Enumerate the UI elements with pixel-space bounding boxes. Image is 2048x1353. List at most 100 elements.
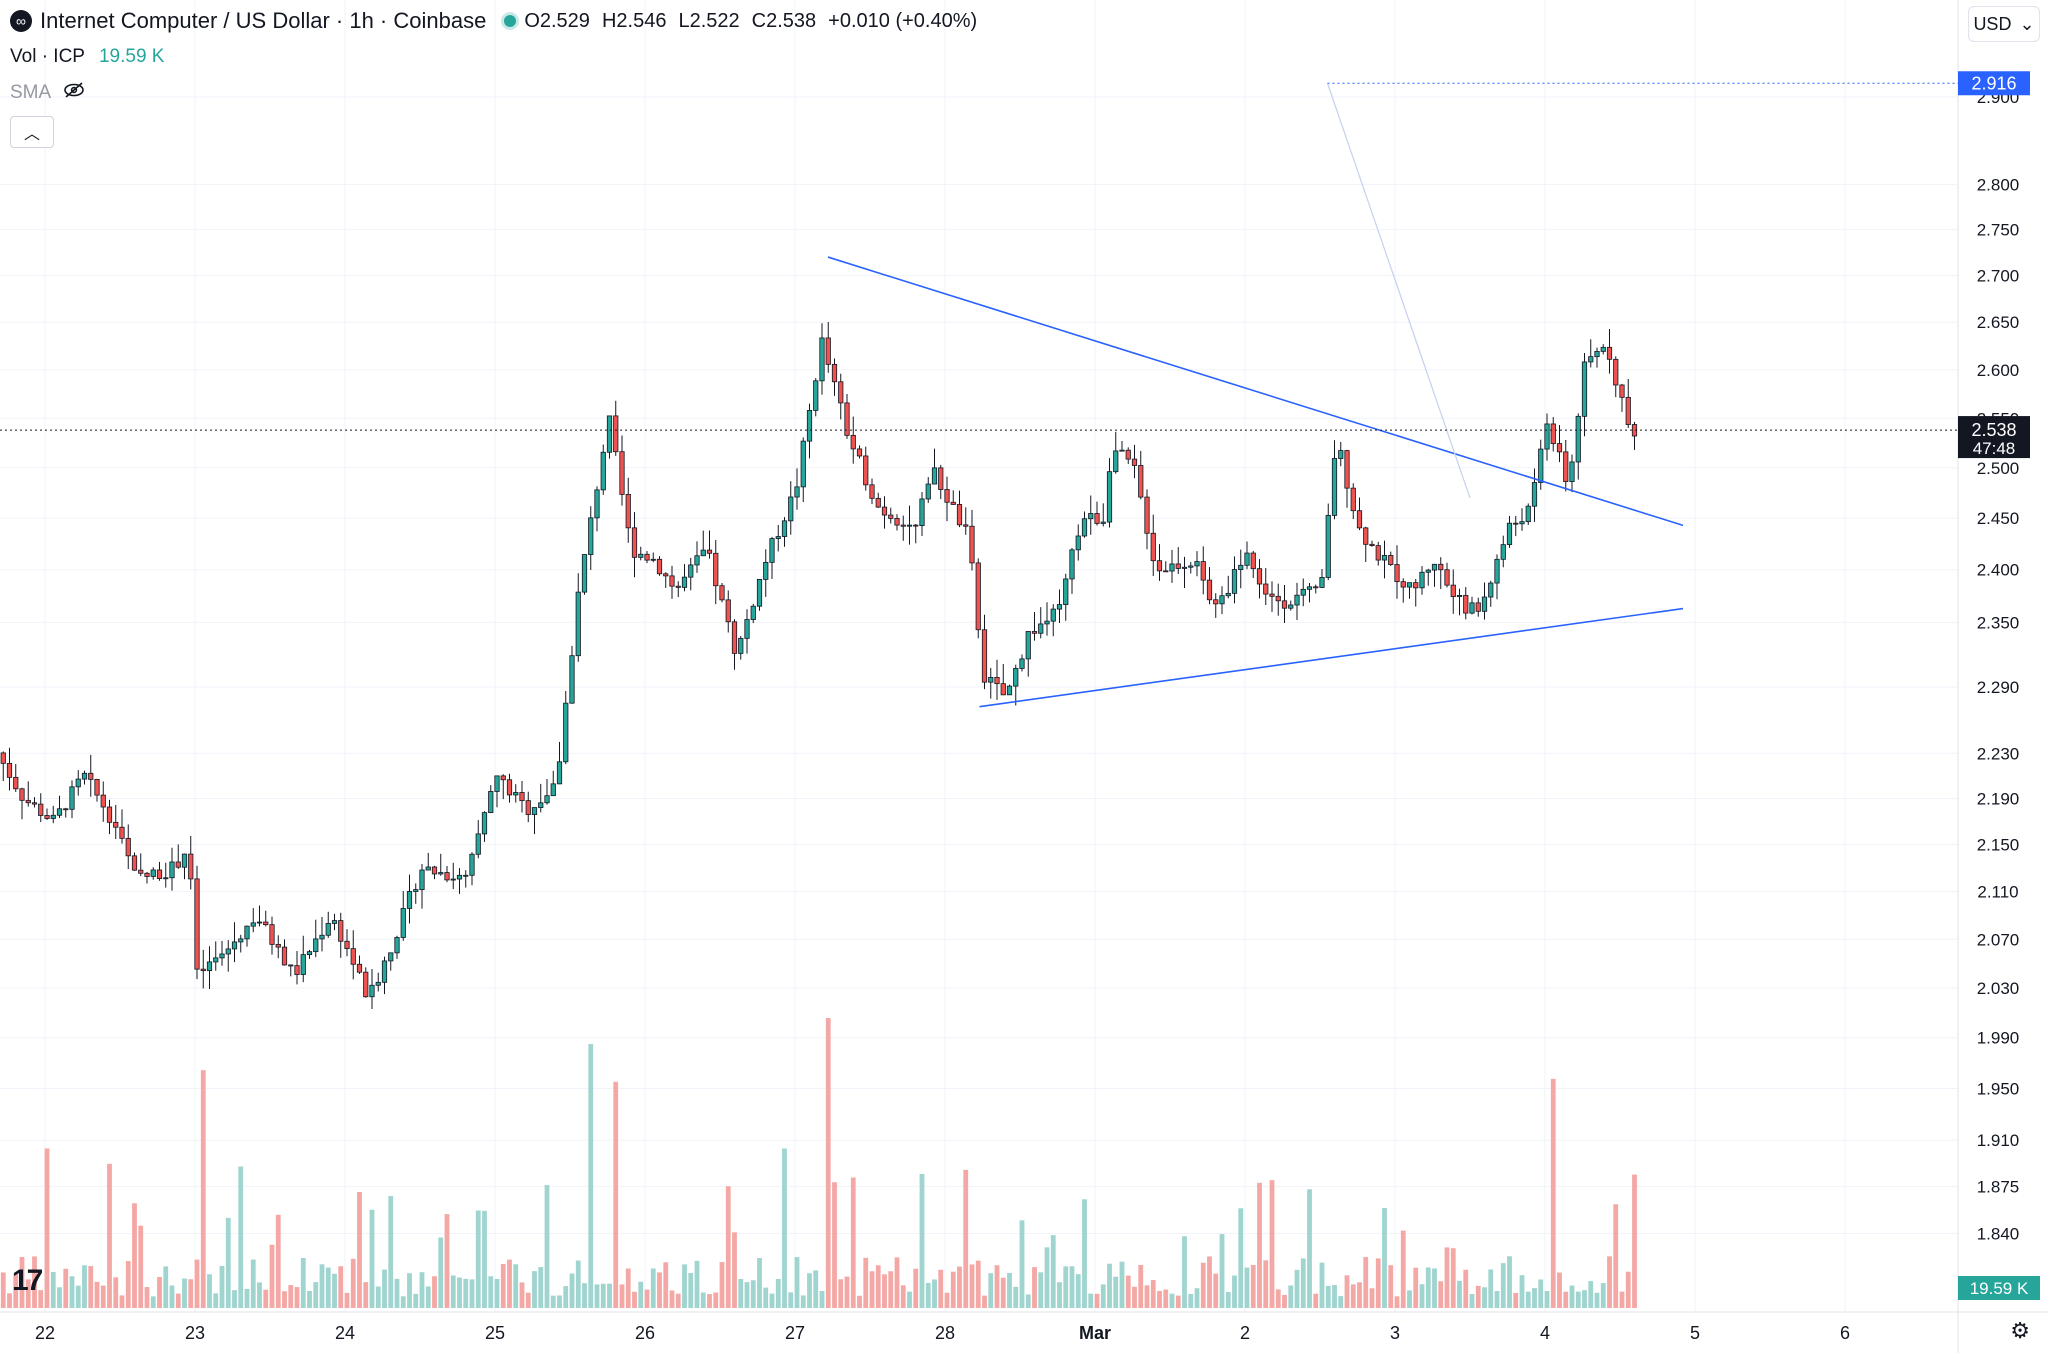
volume-bar: [988, 1273, 994, 1308]
volume-bar: [1150, 1280, 1156, 1308]
volume-bar: [1457, 1280, 1462, 1308]
candle-body: [31, 802, 38, 805]
volume-bar: [325, 1267, 331, 1308]
candle-body: [1125, 449, 1131, 460]
volume-bar: [969, 1264, 975, 1308]
volume-bar: [594, 1284, 600, 1308]
candle-body: [1581, 361, 1588, 417]
candle-body: [925, 483, 931, 500]
volume-bar: [175, 1293, 181, 1308]
candle-body: [1600, 346, 1606, 352]
candle-body: [1444, 569, 1450, 586]
candle-body: [769, 538, 775, 563]
candle-body: [188, 853, 194, 880]
volume-bar: [463, 1278, 469, 1308]
settings-gear-icon[interactable]: ⚙: [2010, 1318, 2030, 1343]
candle-body: [606, 415, 613, 453]
volume-bar: [694, 1260, 700, 1308]
market-status-dot: [504, 15, 517, 27]
volume-bar: [94, 1281, 100, 1308]
volume-bar: [1144, 1285, 1150, 1308]
candle-body: [1563, 451, 1569, 482]
candle-body: [1144, 496, 1150, 534]
volume-bar: [925, 1282, 931, 1308]
sma-legend[interactable]: SMA: [10, 82, 85, 104]
candle-body: [838, 381, 844, 404]
candle-body: [256, 921, 263, 924]
trendline[interactable]: [979, 607, 1684, 708]
candle-body: [313, 938, 319, 953]
candle-body: [763, 561, 769, 580]
candle-body: [19, 788, 25, 801]
volume-bar: [588, 1044, 594, 1308]
candle-body: [1413, 582, 1419, 589]
volume-bar: [1319, 1262, 1325, 1308]
candle-body: [638, 553, 644, 558]
time-tick-label: 27: [785, 1323, 805, 1343]
candle-body: [419, 869, 425, 890]
candle-body: [663, 573, 669, 577]
volume-bar: [794, 1257, 800, 1308]
candle-body: [1450, 584, 1456, 598]
candle-body: [575, 591, 581, 657]
collapse-legend-button[interactable]: ︿: [10, 116, 54, 148]
candle-body: [919, 498, 925, 526]
volume-bar: [1307, 1189, 1312, 1308]
candle-body: [619, 451, 625, 495]
volume-bar: [1044, 1247, 1050, 1308]
volume-bar: [119, 1295, 125, 1308]
volume-bar: [369, 1209, 375, 1308]
trendline[interactable]: [827, 256, 1684, 527]
volume-bar: [932, 1279, 937, 1308]
volume-bar: [82, 1265, 87, 1308]
currency-select[interactable]: USD ⌄: [1968, 6, 2040, 42]
volume-bar: [1444, 1247, 1450, 1308]
candle-body: [1550, 423, 1556, 444]
volume-bar: [800, 1295, 806, 1308]
volume-bar: [157, 1276, 162, 1308]
candle-body: [100, 794, 106, 808]
volume-bar: [357, 1192, 362, 1308]
volume-bar: [457, 1277, 462, 1308]
candle-body: [375, 981, 381, 986]
volume-bar: [813, 1270, 819, 1308]
time-tick-label: 25: [485, 1323, 505, 1343]
volume-bar: [1519, 1275, 1525, 1308]
volume-bar: [1613, 1204, 1619, 1308]
price-tick-label: 2.750: [1977, 221, 2020, 240]
candle-body: [406, 891, 413, 909]
volume-bar: [1594, 1292, 1600, 1308]
volume-legend[interactable]: Vol · ICP 19.59 K: [10, 46, 164, 68]
candle-body: [1475, 602, 1481, 612]
volume-bar: [719, 1262, 725, 1308]
candle-body: [819, 337, 825, 382]
volume-bar: [88, 1266, 94, 1308]
volume-bar: [838, 1279, 844, 1308]
price-tick-label: 2.150: [1977, 836, 2020, 855]
volume-bar: [1107, 1263, 1112, 1308]
candle-body: [369, 984, 375, 998]
candle-body: [1419, 571, 1425, 589]
volume-bar: [525, 1292, 531, 1308]
volume-bar: [750, 1280, 756, 1308]
candle-body: [888, 514, 894, 519]
candle-body: [1269, 593, 1275, 597]
last-price-label: [1958, 416, 2030, 459]
volume-bar: [738, 1278, 744, 1308]
candle-body: [1131, 458, 1138, 466]
volume-bar: [582, 1283, 587, 1308]
candle-body: [1319, 577, 1325, 588]
volume-bar: [113, 1277, 119, 1308]
eye-off-icon[interactable]: [63, 82, 85, 104]
symbol-title[interactable]: Internet Computer / US Dollar · 1h · Coi…: [40, 8, 487, 33]
candle-body: [138, 869, 144, 874]
volume-bar: [957, 1266, 962, 1308]
volume-bar: [1019, 1220, 1025, 1308]
volume-bar: [413, 1293, 419, 1308]
volume-bar: [1357, 1282, 1362, 1308]
price-tick-label: 1.910: [1977, 1131, 2020, 1150]
candle-body: [1263, 583, 1269, 595]
tradingview-logo[interactable]: 17: [12, 1264, 43, 1297]
line-price-text: 2.916: [1971, 73, 2016, 93]
